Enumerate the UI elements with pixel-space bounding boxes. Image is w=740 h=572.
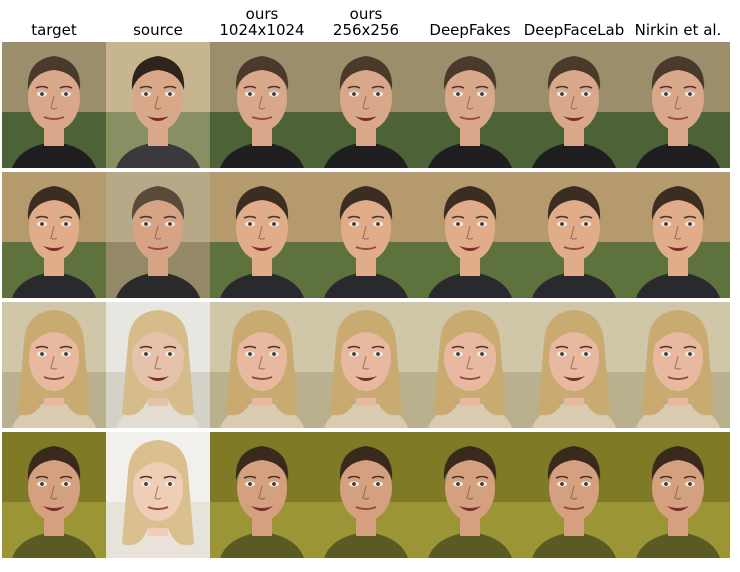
face-image-source xyxy=(106,42,210,168)
face-image-target xyxy=(2,302,106,428)
face-image-source xyxy=(106,432,210,558)
column-label-ours-256: ours 256x256 xyxy=(332,5,400,39)
face-image-deepfakes xyxy=(418,42,522,168)
face-image-target xyxy=(2,432,106,558)
face-image-deepfakes xyxy=(418,302,522,428)
face-image-ours-1024 xyxy=(210,432,314,558)
column-header-row: target source ours 1024x1024 ours 256x25… xyxy=(0,0,740,40)
column-label-deepfacelab: DeepFaceLab xyxy=(523,21,625,39)
face-image-target xyxy=(2,42,106,168)
face-image-deepfakes xyxy=(418,172,522,298)
face-image-ours-256 xyxy=(314,302,418,428)
face-image-deepfacelab xyxy=(522,172,626,298)
face-image-ours-1024 xyxy=(210,42,314,168)
face-image-source xyxy=(106,302,210,428)
face-image-deepfacelab xyxy=(522,432,626,558)
face-image-nirkin xyxy=(626,432,730,558)
face-image-nirkin xyxy=(626,42,730,168)
column-label-ours-1024: ours 1024x1024 xyxy=(219,5,305,39)
face-image-ours-1024 xyxy=(210,302,314,428)
face-image-ours-256 xyxy=(314,42,418,168)
column-label-nirkin: Nirkin et al. xyxy=(634,21,722,39)
face-image-source xyxy=(106,172,210,298)
column-label-deepfakes: DeepFakes xyxy=(429,21,511,39)
face-image-nirkin xyxy=(626,302,730,428)
face-image-ours-256 xyxy=(314,432,418,558)
column-label-target: target xyxy=(31,21,77,39)
face-image-ours-256 xyxy=(314,172,418,298)
face-image-deepfacelab xyxy=(522,302,626,428)
face-image-deepfacelab xyxy=(522,42,626,168)
column-label-source: source xyxy=(133,21,183,39)
face-image-target xyxy=(2,172,106,298)
face-image-deepfakes xyxy=(418,432,522,558)
face-image-nirkin xyxy=(626,172,730,298)
face-image-ours-1024 xyxy=(210,172,314,298)
